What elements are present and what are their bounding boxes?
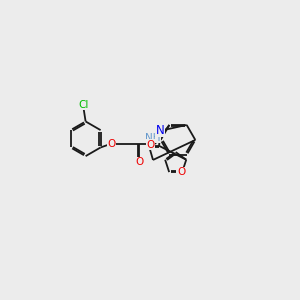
Text: NH: NH [145,133,160,142]
Text: O: O [177,167,185,177]
Text: O: O [135,158,143,167]
Text: N: N [156,124,165,137]
Text: O: O [108,139,116,149]
Text: Cl: Cl [78,100,88,110]
Text: O: O [146,140,154,150]
